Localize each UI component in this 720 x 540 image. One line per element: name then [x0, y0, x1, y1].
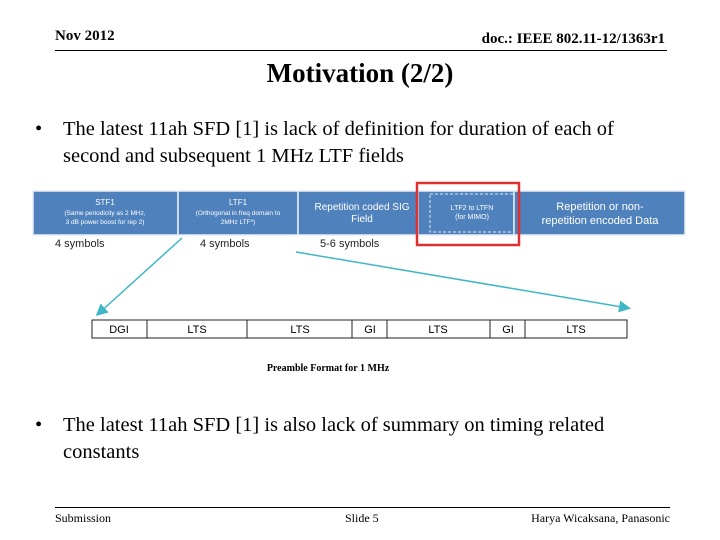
field-sig — [297, 190, 419, 236]
cell-gi-1-label: GI — [364, 324, 376, 336]
symbols-label-ltf1: 4 symbols — [200, 238, 250, 250]
field-data — [513, 190, 686, 236]
cell-lts-4-label: LTS — [566, 324, 585, 336]
field-data-name: Repetition or non- — [556, 201, 644, 213]
top-field-row: STF1 (Same periodicity as 2 MHz, 3 dB po… — [32, 190, 686, 236]
cell-lts-4 — [524, 319, 628, 339]
footer-divider — [55, 507, 670, 508]
symbols-label-stf1: 4 symbols — [55, 238, 105, 250]
field-stf1-sub2: 3 dB power boost for rep 2) — [66, 219, 145, 226]
field-stf1-name: STF1 — [95, 198, 115, 207]
bottom-field-row: DGI LTS LTS GI LTS GI LTS — [91, 319, 628, 339]
header-divider — [55, 50, 667, 51]
field-stf1-sub1: (Same periodicity as 2 MHz, — [64, 210, 145, 217]
cell-lts-2-label: LTS — [290, 324, 309, 336]
field-sig-sub1: Field — [351, 214, 373, 225]
footer-author: Harya Wicaksana, Panasonic — [531, 511, 670, 525]
field-sig-name: Repetition coded SIG — [314, 202, 409, 213]
symbols-label-sig: 5-6 symbols — [320, 238, 380, 250]
header-doc-id: doc.: IEEE 802.11-12/1363r1 — [481, 31, 665, 47]
zoom-arrow-right — [295, 251, 631, 313]
bullet-item-2: • The latest 11ah SFD [1] is also lack o… — [35, 412, 675, 468]
field-ltf2n-sub1: (for MIMO) — [455, 214, 489, 221]
bullet-text: The latest 11ah SFD [1] is lack of defin… — [63, 118, 614, 167]
bullet-symbol: • — [35, 118, 43, 140]
cell-gi-2-label: GI — [502, 324, 514, 336]
bullet-text: The latest 11ah SFD [1] is also lack of … — [63, 414, 605, 463]
bullet-item-1: • The latest 11ah SFD [1] is lack of def… — [35, 116, 675, 172]
header-date: Nov 2012 — [55, 28, 115, 44]
slide-title: Motivation (2/2) — [266, 58, 454, 88]
bullet-symbol: • — [35, 414, 43, 436]
field-ltf2n — [417, 190, 515, 236]
field-ltf1-name: LTF1 — [229, 198, 248, 207]
cell-lts-1-label: LTS — [187, 324, 206, 336]
zoom-arrow-left — [95, 237, 183, 317]
cell-dgi-label: DGI — [109, 324, 129, 336]
field-ltf1-sub2: 2MHz LTF*) — [221, 219, 256, 226]
figure-caption: Preamble Format for 1 MHz — [267, 363, 390, 374]
cell-lts-3-label: LTS — [428, 324, 447, 336]
field-ltf2n-name: LTF2 to LTFN — [451, 205, 494, 212]
field-ltf1-sub1: (Orthogonal in freq domain to — [196, 210, 281, 217]
footer-submission: Submission — [55, 511, 112, 525]
highlight-box — [415, 181, 521, 247]
footer-slide-number: Slide 5 — [345, 511, 379, 525]
field-data-sub1: repetition encoded Data — [542, 215, 660, 227]
